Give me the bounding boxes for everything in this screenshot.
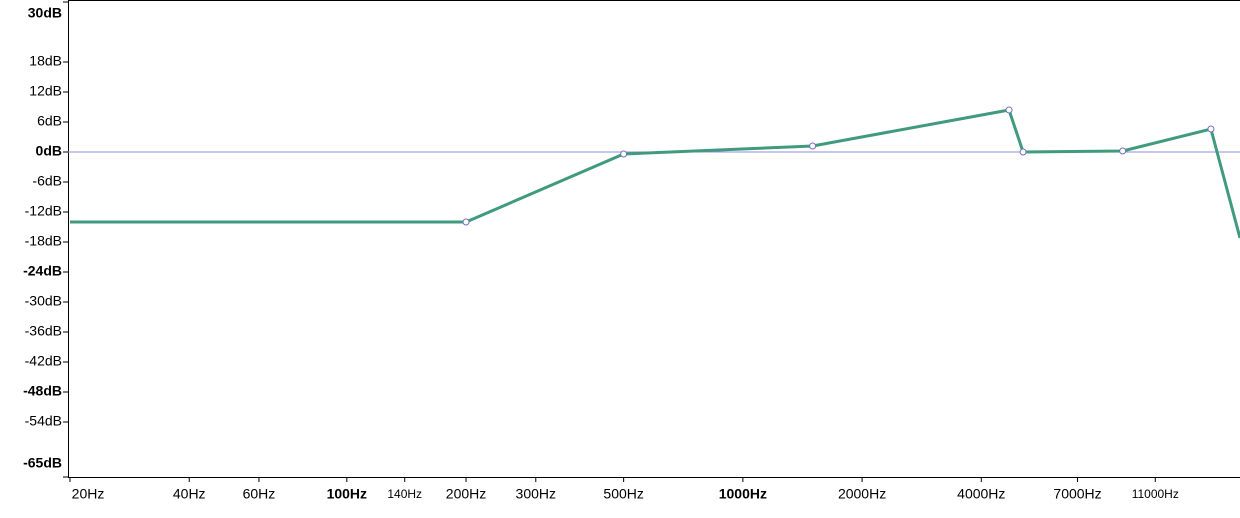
x-tick-label: 7000Hz bbox=[1053, 486, 1101, 502]
x-tick-label: 500Hz bbox=[603, 486, 643, 502]
y-tick-label: -54dB bbox=[25, 413, 62, 429]
y-tick-label: -42dB bbox=[25, 353, 62, 369]
y-tick-label: 12dB bbox=[29, 83, 62, 99]
x-tick-label: 140Hz bbox=[387, 487, 422, 501]
control-point bbox=[1119, 147, 1127, 155]
y-tick-label: 18dB bbox=[29, 53, 62, 69]
y-tick-label: 0dB bbox=[36, 143, 62, 159]
y-tick-label: -24dB bbox=[23, 263, 62, 279]
x-tick-label: 300Hz bbox=[516, 486, 556, 502]
x-tick-label: 200Hz bbox=[446, 486, 486, 502]
y-tick-label: 6dB bbox=[37, 113, 62, 129]
x-tick-label: 100Hz bbox=[327, 486, 367, 502]
x-tick-label: 11000Hz bbox=[1132, 487, 1179, 501]
y-tick-label: -18dB bbox=[25, 233, 62, 249]
x-tick-label: 60Hz bbox=[243, 486, 276, 502]
control-point bbox=[809, 142, 817, 150]
x-tick-label: 2000Hz bbox=[838, 486, 886, 502]
x-tick-label: 1000Hz bbox=[719, 486, 767, 502]
control-point bbox=[462, 218, 470, 226]
x-tick-label: 40Hz bbox=[173, 486, 206, 502]
x-tick-label: 4000Hz bbox=[957, 486, 1005, 502]
y-tick-label: -6dB bbox=[32, 173, 62, 189]
eq-curve bbox=[70, 108, 1240, 239]
y-tick-label: -30dB bbox=[25, 293, 62, 309]
x-tick-label: 20Hz bbox=[72, 486, 105, 502]
y-tick-label: -12dB bbox=[25, 203, 62, 219]
y-tick-label: 30dB bbox=[28, 5, 62, 21]
control-point bbox=[1207, 125, 1215, 133]
y-tick-label: -36dB bbox=[25, 323, 62, 339]
y-tick-label: -48dB bbox=[23, 383, 62, 399]
control-point bbox=[620, 150, 628, 158]
control-point bbox=[1019, 148, 1027, 156]
y-tick-label: -65dB bbox=[23, 455, 62, 471]
control-point bbox=[1005, 106, 1013, 114]
